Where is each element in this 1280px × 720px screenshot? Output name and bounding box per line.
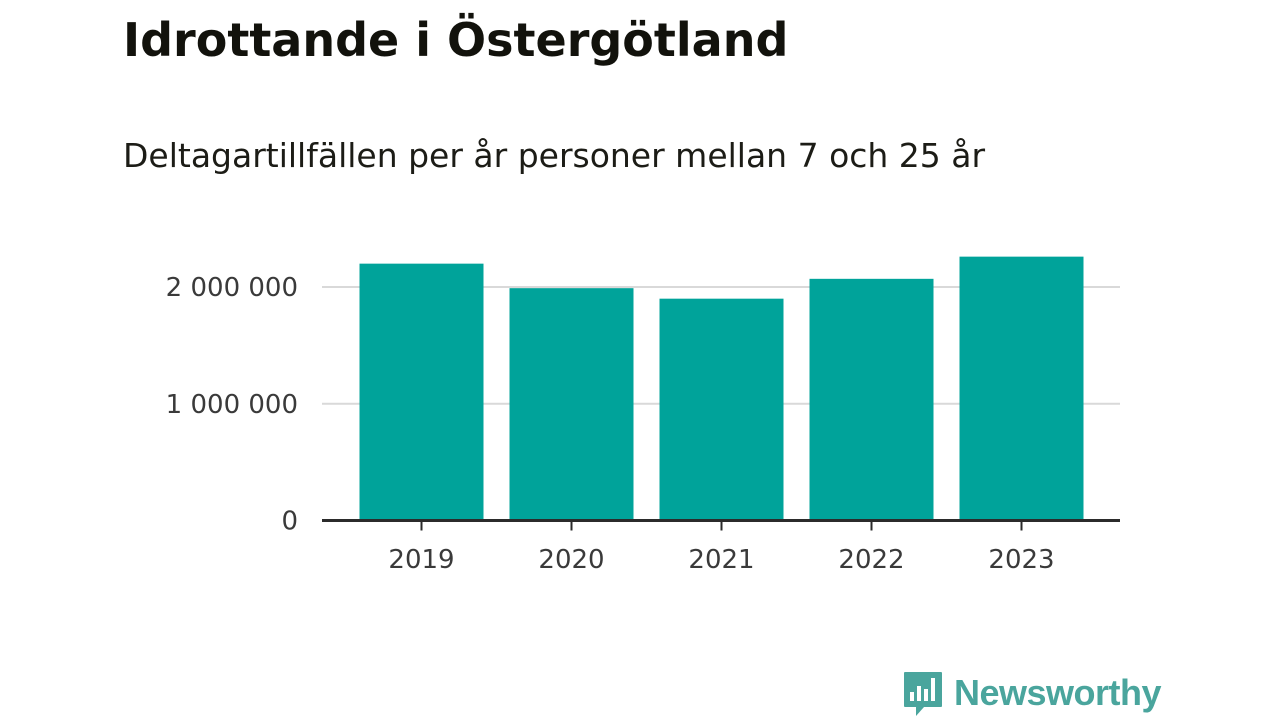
x-tick-label: 2020 [538, 545, 604, 575]
bar [809, 278, 934, 521]
x-tick-label: 2022 [838, 545, 904, 575]
y-tick-labels: 0 1 000 000 2 000 000 [166, 273, 298, 537]
x-tick-label: 2023 [988, 545, 1054, 575]
x-tick-labels: 2019 2020 2021 2022 2023 [388, 545, 1054, 575]
chart-subtitle: Deltagartillfällen per år personer mella… [123, 136, 986, 175]
y-tick-label: 0 [281, 507, 298, 537]
bar [659, 298, 784, 521]
bar-chart: 0 1 000 000 2 000 000 2019 2020 2021 2022 2023 [166, 256, 1120, 575]
newsworthy-logo: Newsworthy [902, 668, 1162, 718]
x-tick-label: 2019 [388, 545, 454, 575]
bar [359, 263, 484, 521]
bar [509, 288, 634, 521]
bars [359, 256, 1084, 521]
bar [959, 256, 1084, 521]
y-tick-label: 1 000 000 [166, 390, 298, 420]
x-axis [322, 519, 1120, 531]
chart-title: Idrottande i Östergötland [123, 13, 789, 67]
brand-name: Newsworthy [954, 672, 1162, 713]
chart-speech-bubble-icon [904, 672, 942, 716]
x-tick-label: 2021 [688, 545, 754, 575]
y-tick-label: 2 000 000 [166, 273, 298, 303]
